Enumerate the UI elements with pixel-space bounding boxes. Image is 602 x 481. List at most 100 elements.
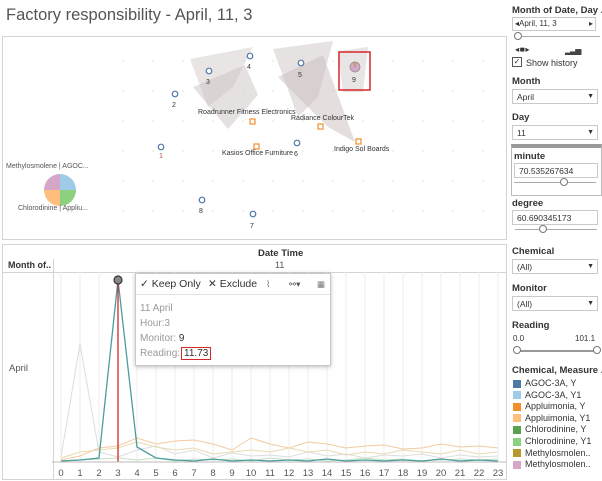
reading-max: 101.1 — [575, 334, 596, 343]
degree-input[interactable]: 60.690345173 — [512, 210, 598, 225]
page-filter-title: Month of Date, Day .. — [512, 5, 602, 16]
x-tick-6: 6 — [172, 468, 177, 479]
chevron-left-icon: ◂ — [515, 19, 520, 28]
show-history-checkbox[interactable]: ✓ — [512, 57, 522, 67]
monitor-marker-1[interactable] — [157, 143, 165, 151]
legend-item[interactable]: Chlorodinine, Y — [513, 424, 591, 436]
column-header-value: 11 — [275, 260, 285, 270]
degree-slider-track[interactable] — [515, 229, 597, 230]
factory-marker-indigo[interactable] — [355, 138, 362, 145]
x-tick-2: 2 — [96, 468, 101, 479]
legend-item[interactable]: Appluimonia, Y — [513, 401, 591, 413]
degree-slider-thumb[interactable] — [539, 225, 547, 233]
minute-input[interactable]: 70.535267634 — [514, 163, 598, 178]
x-tick-7: 7 — [191, 468, 196, 479]
page-value-select[interactable]: ◂April, 11, 3 ▸ — [512, 17, 596, 31]
day-select[interactable]: 11 ▼ — [512, 125, 598, 140]
factory-marker-roadrunner[interactable] — [249, 118, 256, 125]
keep-only-button[interactable]: ✓ Keep Only — [140, 278, 201, 290]
x-tick-5: 5 — [153, 468, 158, 479]
series-line-selected[interactable] — [60, 279, 499, 462]
tooltip-monitor: Monitor: 9 — [140, 333, 185, 344]
page-slider-thumb[interactable] — [514, 32, 522, 40]
month-filter-title: Month — [512, 76, 541, 87]
x-tick-3: 3 — [115, 468, 120, 479]
reading-line-chart[interactable]: 0 1 2 3 4 5 6 7 8 9 10 11 12 13 14 15 16… — [52, 272, 506, 480]
playback-controls[interactable]: ◂▫■▫▸ — [515, 45, 530, 54]
legend-item[interactable]: Appluimonia, Y1 — [513, 413, 591, 425]
chevron-down-icon: ▼ — [587, 263, 594, 270]
row-label-april: April — [9, 363, 29, 374]
factory-label-indigo: Indigo Sol Boards — [334, 146, 390, 153]
map-grid — [122, 60, 484, 212]
x-tick-21: 21 — [455, 468, 466, 479]
monitor-marker-6[interactable] — [293, 139, 301, 147]
hover-point[interactable] — [113, 275, 123, 285]
reading-min: 0.0 — [513, 334, 525, 343]
monitor-marker-7[interactable] — [249, 210, 257, 218]
row-header: Month of.. — [8, 260, 51, 270]
monitor-marker-2[interactable] — [171, 90, 179, 98]
monitor-select[interactable]: (All) ▼ — [512, 296, 598, 311]
page-slider-track[interactable] — [515, 36, 600, 37]
tooltip-reading: Reading: 11.73 — [140, 347, 212, 360]
x-tick-11: 11 — [265, 468, 275, 479]
legend-title: Chemical, Measure ... — [512, 365, 602, 376]
reading-range-track[interactable] — [515, 350, 599, 352]
reading-range-min-thumb[interactable] — [513, 346, 521, 354]
chevron-down-icon: ▼ — [587, 93, 594, 100]
reading-range-max-thumb[interactable] — [593, 346, 601, 354]
x-tick-17: 17 — [379, 468, 390, 479]
column-header-title: Date Time — [258, 248, 304, 259]
x-tick-9: 9 — [229, 468, 234, 479]
monitor-label-9: 9 — [352, 77, 356, 84]
x-tick-19: 19 — [417, 468, 428, 479]
exclude-button[interactable]: ✕ Exclude — [208, 278, 258, 290]
paperclip-icon[interactable]: ⌇ — [266, 279, 271, 289]
factory-map-panel[interactable]: 1 2 3 4 5 6 7 8 9 Roadrunner Fitness Ele… — [2, 36, 507, 240]
monitor-marker-5[interactable] — [297, 59, 305, 67]
check-icon: ✓ — [140, 278, 149, 290]
factory-marker-kasios[interactable] — [253, 143, 260, 150]
playback-speed-icon[interactable]: ▂▃▅ — [565, 46, 582, 55]
chevron-down-icon: ▼ — [587, 129, 594, 136]
chemical-pie[interactable] — [44, 174, 76, 206]
x-tick-14: 14 — [322, 468, 333, 479]
legend-item[interactable]: AGOC-3A, Y1 — [513, 390, 591, 402]
legend-item[interactable]: AGOC-3A, Y — [513, 378, 591, 390]
chevron-right-icon: ▸ — [588, 19, 593, 28]
factory-label-kasios: Kasios Office Furniture — [222, 150, 294, 157]
monitor-label-7: 7 — [250, 223, 254, 230]
x-tick-18: 18 — [398, 468, 409, 479]
monitor-filter-title: Monitor — [512, 283, 547, 294]
monitor-marker-3[interactable] — [205, 67, 213, 75]
legend-item[interactable]: Chlorodinine, Y1 — [513, 436, 591, 448]
chevron-down-icon: ▼ — [587, 300, 594, 307]
tooltip-date: 11 April — [140, 303, 173, 314]
factory-marker-radiance[interactable] — [317, 123, 324, 130]
minute-slider-track[interactable] — [514, 182, 596, 183]
x-tick-16: 16 — [360, 468, 371, 479]
factory-map-canvas[interactable] — [3, 37, 508, 241]
chemical-select[interactable]: (All) ▼ — [512, 259, 598, 274]
legend-item[interactable]: Methylosmolen.. — [513, 459, 591, 471]
x-tick-4: 4 — [134, 468, 139, 479]
page-title: Factory responsibility - April, 11, 3 — [6, 6, 253, 24]
color-legend: AGOC-3A, Y AGOC-3A, Y1 Appluimonia, Y Ap… — [513, 378, 591, 471]
selected-monitor-highlight — [338, 51, 371, 91]
wind-cone — [193, 65, 258, 129]
day-filter-title: Day — [512, 112, 530, 123]
minute-slider-thumb[interactable] — [560, 178, 568, 186]
month-select[interactable]: April ▼ — [512, 89, 598, 104]
monitor-label-8: 8 — [199, 208, 203, 215]
group-members-icon[interactable]: ⚯▾ — [289, 279, 301, 289]
monitor-marker-8[interactable] — [198, 196, 206, 204]
x-tick-15: 15 — [341, 468, 352, 479]
legend-item[interactable]: Methylosmolen.. — [513, 448, 591, 460]
view-data-icon[interactable]: ▦ — [317, 279, 326, 289]
x-tick-12: 12 — [284, 468, 295, 479]
hover-tooltip: ✓ Keep Only ✕ Exclude ⌇ ⚯▾ ▦ 11 April Ho… — [135, 273, 331, 366]
series-line-methylosmolene — [60, 441, 499, 459]
reading-filter-title: Reading — [512, 320, 550, 331]
monitor-marker-4[interactable] — [246, 52, 254, 60]
